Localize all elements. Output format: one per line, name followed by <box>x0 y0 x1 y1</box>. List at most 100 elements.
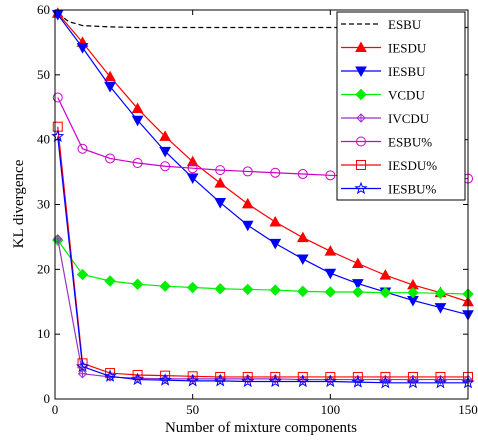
data-point <box>132 158 143 169</box>
legend-label: IESBU <box>388 64 426 79</box>
data-point <box>379 286 392 299</box>
y-tick-label: 40 <box>37 132 50 147</box>
data-point <box>131 102 144 114</box>
data-point <box>352 257 364 268</box>
series-line <box>57 14 469 316</box>
data-point <box>105 153 116 164</box>
data-point <box>159 146 171 158</box>
data-point <box>77 143 88 154</box>
legend-label: IESDU <box>388 41 427 56</box>
data-point <box>76 43 89 54</box>
y-tick-label: 30 <box>37 197 50 212</box>
legend-label: ESBU% <box>388 135 432 150</box>
data-point <box>158 373 172 386</box>
data-point <box>406 375 420 389</box>
y-tick-label: 20 <box>37 261 50 276</box>
legend-entry: IESDU% <box>341 158 437 173</box>
y-tick-label: 60 <box>37 2 50 17</box>
legend-entry: ESBU% <box>341 135 432 150</box>
legend-entry: IESBU <box>341 64 426 79</box>
data-point <box>407 371 418 382</box>
data-point <box>104 70 116 82</box>
data-point <box>296 254 309 265</box>
series-line <box>57 239 469 295</box>
y-tick-label: 0 <box>44 391 51 406</box>
legend-label: IESBU% <box>388 182 437 197</box>
legend-marker <box>356 160 366 170</box>
data-point <box>379 269 392 280</box>
data-point <box>297 169 308 180</box>
data-point <box>186 173 199 184</box>
data-point <box>51 129 65 143</box>
data-point <box>215 165 226 176</box>
data-point <box>104 82 116 93</box>
data-point <box>241 197 254 209</box>
legend: ESBU IESDU IESBU VCDU IVCDU ESBU% IESDU% IESBU% <box>336 11 466 201</box>
data-point <box>435 371 446 382</box>
x-tick-label: 150 <box>458 402 478 417</box>
data-point <box>269 238 282 250</box>
series-line <box>57 238 468 381</box>
data-point <box>105 368 116 379</box>
data-point <box>214 198 227 209</box>
series-line <box>57 136 468 384</box>
y-axis-label: KL divergence <box>11 159 27 248</box>
data-point <box>242 283 254 296</box>
data-point <box>75 359 90 373</box>
data-point <box>160 161 171 172</box>
data-point <box>241 374 255 388</box>
data-point <box>323 374 337 388</box>
data-point <box>77 369 88 379</box>
legend-marker <box>355 41 367 52</box>
data-point <box>296 231 309 243</box>
data-point <box>214 283 226 295</box>
data-point <box>352 279 364 290</box>
data-point <box>297 285 309 298</box>
data-point <box>104 275 116 287</box>
legend-entry: VCDU <box>341 88 425 103</box>
data-point <box>351 375 365 388</box>
data-point <box>103 369 117 382</box>
data-point <box>433 375 448 389</box>
legend-label: IESDU% <box>388 158 437 173</box>
legend-entry: IESDU <box>341 41 427 56</box>
data-point <box>352 286 364 298</box>
axis-ticks: 0 50 100 150 0 10 20 30 40 50 60 <box>37 2 478 417</box>
data-point <box>159 130 171 141</box>
legend-marker <box>355 66 367 78</box>
legend-label: VCDU <box>388 88 425 103</box>
data-point <box>186 281 199 294</box>
data-point <box>52 92 63 103</box>
series-ivcdu <box>53 234 473 385</box>
data-point <box>270 167 281 178</box>
x-tick-label: 100 <box>321 402 341 417</box>
data-point <box>378 375 392 389</box>
data-point <box>434 287 447 300</box>
data-point <box>187 163 198 174</box>
data-point <box>380 371 391 382</box>
data-point <box>242 166 253 177</box>
data-point <box>213 373 227 387</box>
legend-label: IVCDU <box>388 111 430 126</box>
data-point <box>186 155 199 167</box>
data-point <box>131 278 144 290</box>
data-point <box>215 371 226 382</box>
legend-marker <box>356 136 366 147</box>
data-point <box>269 215 282 227</box>
data-point <box>324 245 337 256</box>
series-vcdu <box>52 234 474 300</box>
data-point <box>77 358 88 369</box>
data-point <box>296 374 310 388</box>
data-point <box>268 374 282 388</box>
legend-marker <box>355 88 367 101</box>
data-point <box>214 177 227 188</box>
data-point <box>325 170 336 181</box>
data-point <box>434 303 447 314</box>
data-point <box>186 373 200 387</box>
data-point <box>131 115 144 127</box>
legend-label: ESBU <box>388 17 422 32</box>
legend-entry: ESBU <box>341 17 422 32</box>
legend-marker <box>356 113 366 123</box>
data-point <box>241 220 254 232</box>
